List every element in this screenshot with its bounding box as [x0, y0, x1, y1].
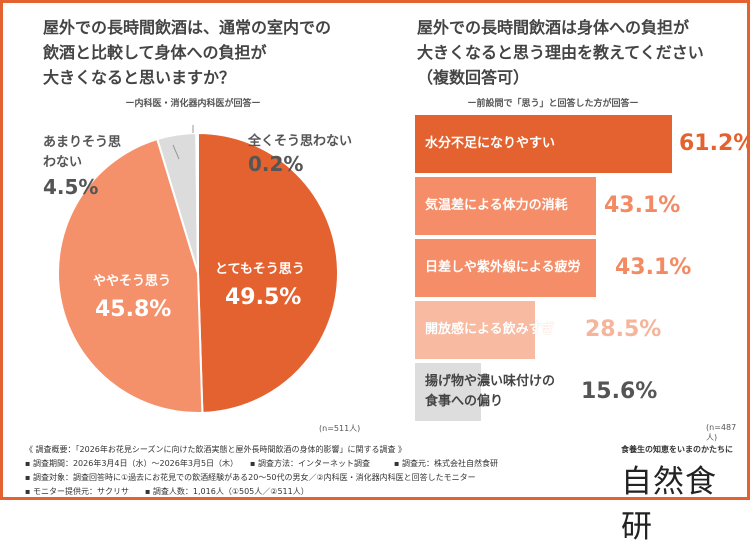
pie-label-strongly-disagree: 全くそう思わない	[248, 134, 353, 149]
right-title: 屋外での長時間飲酒は身体への負担が 大きくなると思う理由を教えてください （複数…	[417, 15, 704, 90]
pie-chart	[57, 125, 339, 414]
survey-target: ▪ 調査対象：調査回答時に①過去にお花見での飲酒経験がある20〜50代の男女／②…	[25, 473, 476, 482]
survey-provider: ▪ モニター提供元：サクリサ ▪ 調査人数：1,016人（①505人／②511人…	[25, 487, 309, 496]
pie-value-agree: 45.8%	[95, 297, 172, 322]
title-line: 飲酒と比較して身体への負担が	[43, 43, 267, 62]
leader-line	[172, 144, 180, 160]
pie-slice	[57, 137, 204, 414]
left-title: 屋外での長時間飲酒は、通常の室内での 飲酒と比較して身体への負担が 大きくなると…	[43, 15, 331, 90]
left-subtitle: ー内科医・消化器内科医が回答ー	[125, 99, 261, 109]
pie-slice	[195, 131, 199, 274]
bar-label: 揚げ物や濃い味付けの食事への偏り	[425, 374, 556, 409]
bar-label: 水分不足になりやすい	[425, 136, 556, 151]
pie-value-strongly-agree: 49.5%	[225, 285, 302, 310]
left-sample-size: (n=511人)	[319, 424, 361, 433]
bar-value: 43.1%	[615, 255, 692, 280]
bar-label: 気温差による体力の消耗	[425, 198, 568, 213]
bar	[415, 177, 597, 235]
title-line: 屋外での長時間飲酒は身体への負担が	[417, 18, 690, 37]
pie-label-agree: ややそう思う	[93, 274, 172, 289]
bar-label: 開放感による飲みすぎ	[425, 322, 555, 337]
bar	[415, 363, 481, 421]
bar-label: 日差しや紫外線による疲労	[425, 260, 581, 275]
bar-value: 15.6%	[581, 379, 658, 404]
pie-value-strongly-disagree: 0.2%	[248, 152, 304, 176]
bar	[415, 301, 535, 359]
survey-period: ▪ 調査期間：2026年3月4日（水）〜2026年3月5日（木） ▪ 調査方法：…	[25, 459, 498, 468]
bar-value: 28.5%	[585, 317, 662, 342]
pie-value-disagree: 4.5%	[43, 175, 99, 199]
pie-slice	[197, 131, 339, 414]
title-line: 大きくなると思いますか？	[43, 68, 236, 87]
title-line: 大きくなると思う理由を教えてください	[417, 43, 704, 62]
logo: 自然食研	[621, 464, 717, 545]
pie-label-strongly-agree: とてもそう思う	[215, 262, 305, 277]
right-subtitle: ー前設問で「思う」と回答した方が回答ー	[467, 99, 639, 109]
bar-value: 61.2%	[679, 131, 750, 156]
survey-summary: 《 調査概要：「2026年お花見シーズンに向けた飲酒実態と屋外長時間飲酒の身体的…	[25, 445, 407, 454]
title-line: 屋外での長時間飲酒は、通常の室内での	[43, 18, 332, 37]
pie-label-disagree: あまりそう思わない	[43, 135, 122, 170]
bar-value: 43.1%	[604, 193, 681, 218]
bar	[415, 239, 597, 297]
bar	[415, 115, 673, 173]
right-sample-size: (n=487人)	[706, 423, 737, 442]
logo-tagline: 食養生の知恵をいまのかたちに	[621, 445, 733, 454]
title-line: （複数回答可）	[417, 68, 530, 87]
